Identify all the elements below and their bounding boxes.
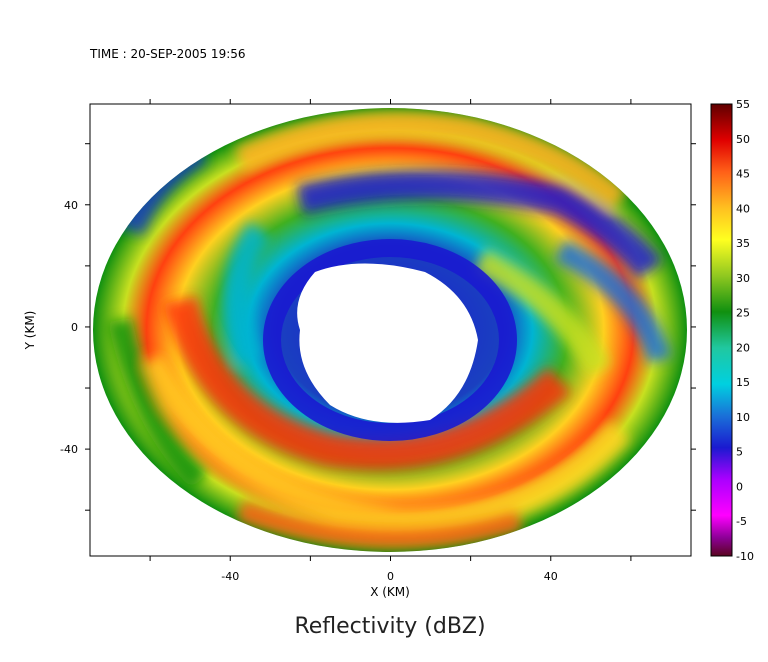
y-tick-label: 0	[71, 321, 78, 334]
y-tick-label: 40	[64, 199, 78, 212]
colorbar-tick-label: -5	[736, 515, 747, 528]
colorbar-tick-label: 35	[736, 237, 750, 250]
x-tick-label: -40	[221, 570, 239, 583]
colorbar-tick-label: 25	[736, 307, 750, 320]
colorbar-tick-label: 0	[736, 480, 743, 493]
colorbar-tick-label: 50	[736, 133, 750, 146]
colorbar-tick-label: 30	[736, 272, 750, 285]
colorbar-tick-label: -10	[736, 550, 754, 563]
y-tick-label: -40	[60, 443, 78, 456]
colorbar-tick-label: 15	[736, 376, 750, 389]
x-axis-label: X (KM)	[370, 585, 410, 599]
colorbar-tick-label: 55	[736, 98, 750, 111]
colorbar-tick-label: 40	[736, 202, 750, 215]
colorbar	[710, 103, 733, 557]
reflectivity-field	[93, 108, 687, 552]
colorbar-tick-label: 10	[736, 411, 750, 424]
x-tick-label: 40	[544, 570, 558, 583]
colorbar-tick-label: 45	[736, 168, 750, 181]
x-tick-label: 0	[387, 570, 394, 583]
y-axis-label: Y (KM)	[23, 310, 37, 350]
chart-title: Reflectivity (dBZ)	[294, 614, 486, 639]
eye-no-data	[297, 263, 478, 423]
colorbar-tick-label: 5	[736, 446, 743, 459]
colorbar-tick-label: 20	[736, 341, 750, 354]
time-label: TIME : 20-SEP-2005 19:56	[90, 47, 246, 61]
